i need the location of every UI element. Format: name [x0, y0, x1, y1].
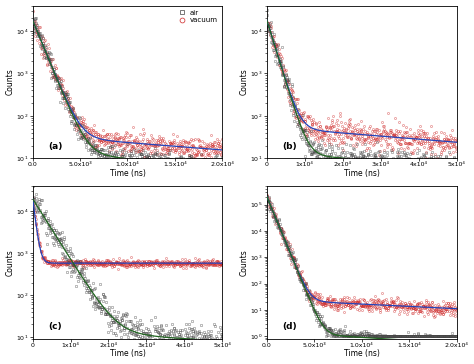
Y-axis label: Counts: Counts — [6, 249, 15, 276]
X-axis label: Time (ns): Time (ns) — [109, 169, 146, 178]
X-axis label: Time (ns): Time (ns) — [344, 349, 380, 359]
Y-axis label: Counts: Counts — [240, 68, 249, 95]
Text: (d): (d) — [282, 322, 297, 331]
X-axis label: Time (ns): Time (ns) — [344, 169, 380, 178]
X-axis label: Time (ns): Time (ns) — [109, 349, 146, 359]
Legend: air, vacuum: air, vacuum — [174, 9, 219, 24]
Text: (a): (a) — [48, 142, 62, 151]
Text: (b): (b) — [282, 142, 297, 151]
Y-axis label: Counts: Counts — [240, 249, 249, 276]
Y-axis label: Counts: Counts — [6, 68, 15, 95]
Text: (c): (c) — [48, 322, 62, 331]
